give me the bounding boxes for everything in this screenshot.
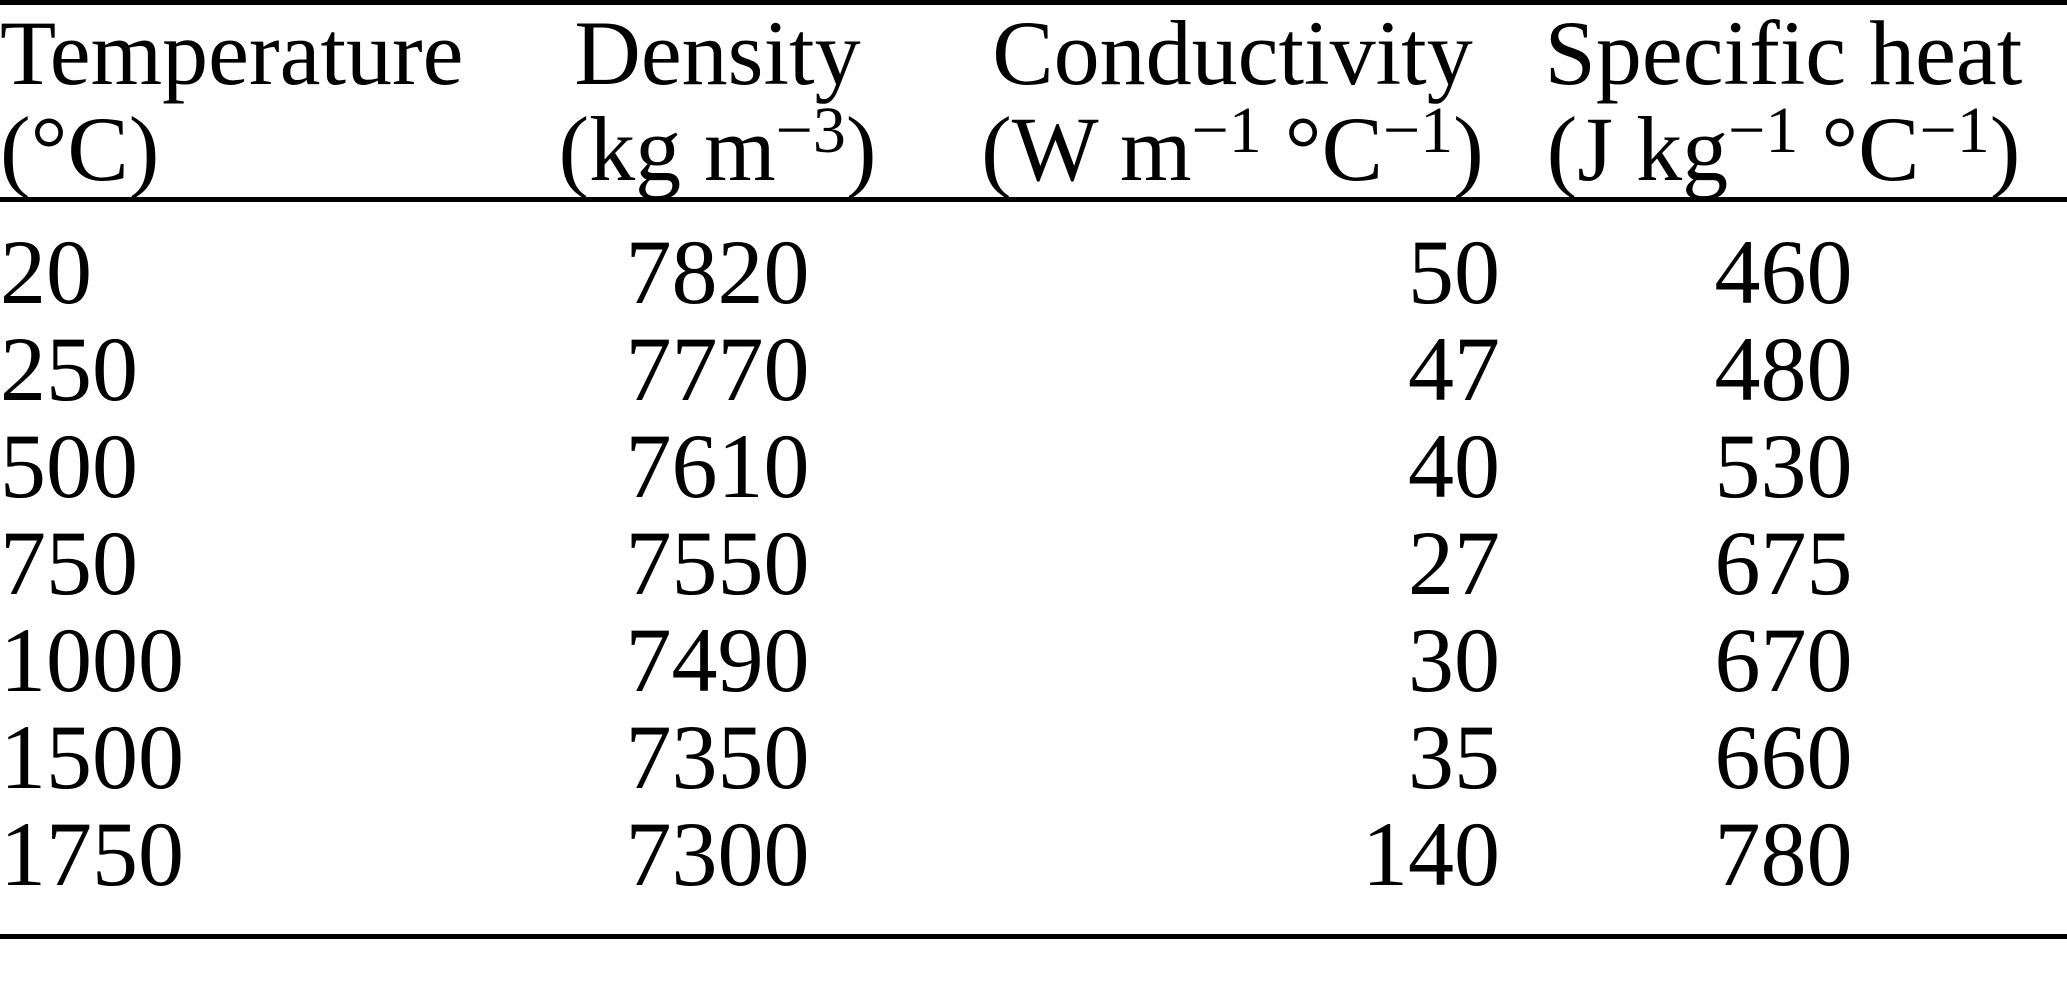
column-header-conductivity: Conductivity (W m−1 °C−1) [965, 2, 1500, 202]
unit-part: (J kg [1546, 98, 1729, 200]
column-header-specific-heat: Specific heat (J kg−1 °C−1) [1500, 2, 2067, 202]
unit-exponent: −3 [775, 94, 846, 168]
header-row: Temperature (°C) Density (kg m−3) Conduc… [0, 2, 2067, 202]
column-unit: (J kg−1 °C−1) [1500, 98, 2067, 200]
cell-density: 7770 [625, 318, 810, 420]
table-row: 1750 7300 140 780 [0, 806, 2067, 934]
unit-part: ) [1989, 98, 2021, 200]
cell-temperature: 750 [0, 512, 138, 614]
top-rule [0, 0, 2067, 5]
column-header-temperature: Temperature (°C) [0, 2, 470, 202]
column-unit: (kg m−3) [470, 98, 965, 200]
unit-part: °C [1798, 98, 1920, 200]
cell-density: 7350 [625, 706, 810, 808]
table-row: 1000 7490 30 670 [0, 612, 2067, 709]
cell-density: 7300 [625, 803, 810, 905]
cell-specific-heat: 530 [1714, 415, 1853, 517]
cell-specific-heat: 480 [1714, 318, 1853, 420]
unit-part: ) [1453, 98, 1484, 200]
column-unit: (W m−1 °C−1) [965, 98, 1500, 200]
table-row: 500 7610 40 530 [0, 418, 2067, 515]
cell-specific-heat: 780 [1714, 803, 1853, 905]
table-row: 750 7550 27 675 [0, 515, 2067, 612]
column-title: Temperature [0, 2, 464, 104]
cell-temperature: 250 [0, 318, 138, 420]
cell-temperature: 1500 [0, 706, 184, 808]
cell-temperature: 500 [0, 415, 138, 517]
cell-specific-heat: 675 [1714, 512, 1853, 614]
column-title: Conductivity [992, 2, 1473, 104]
unit-part: (°C) [0, 98, 160, 200]
cell-conductivity: 27 [1408, 512, 1500, 614]
unit-part: (kg m [558, 98, 776, 200]
unit-exponent: −1 [1728, 94, 1799, 168]
column-header-density: Density (kg m−3) [470, 2, 965, 202]
column-title: Density [574, 2, 861, 104]
unit-part: (W m [981, 98, 1192, 200]
bottom-rule [0, 934, 2067, 939]
unit-part: °C [1261, 98, 1383, 200]
cell-conductivity: 40 [1408, 415, 1500, 517]
cell-specific-heat: 460 [1714, 221, 1853, 323]
cell-density: 7820 [625, 221, 810, 323]
cell-conductivity: 47 [1408, 318, 1500, 420]
cell-specific-heat: 660 [1714, 706, 1853, 808]
cell-conductivity: 30 [1408, 609, 1500, 711]
unit-exponent: −1 [1382, 94, 1454, 168]
cell-conductivity: 35 [1408, 706, 1500, 808]
table-row: 20 7820 50 460 [0, 200, 2067, 322]
cell-temperature: 20 [0, 221, 92, 323]
table-row: 250 7770 47 480 [0, 321, 2067, 418]
column-title: Specific heat [1544, 2, 2023, 104]
cell-temperature: 1000 [0, 609, 184, 711]
cell-conductivity: 50 [1408, 221, 1500, 323]
cell-temperature: 1750 [0, 803, 184, 905]
cell-density: 7490 [625, 609, 810, 711]
table-row: 1500 7350 35 660 [0, 709, 2067, 806]
cell-density: 7610 [625, 415, 810, 517]
unit-exponent: −1 [1191, 94, 1262, 168]
cell-conductivity: 140 [1362, 803, 1500, 905]
cell-specific-heat: 670 [1714, 609, 1853, 711]
column-unit: (°C) [0, 101, 470, 197]
unit-exponent: −1 [1919, 94, 1990, 168]
material-properties-table: Temperature (°C) Density (kg m−3) Conduc… [0, 5, 2067, 934]
cell-density: 7550 [625, 512, 810, 614]
unit-part: ) [845, 98, 877, 200]
